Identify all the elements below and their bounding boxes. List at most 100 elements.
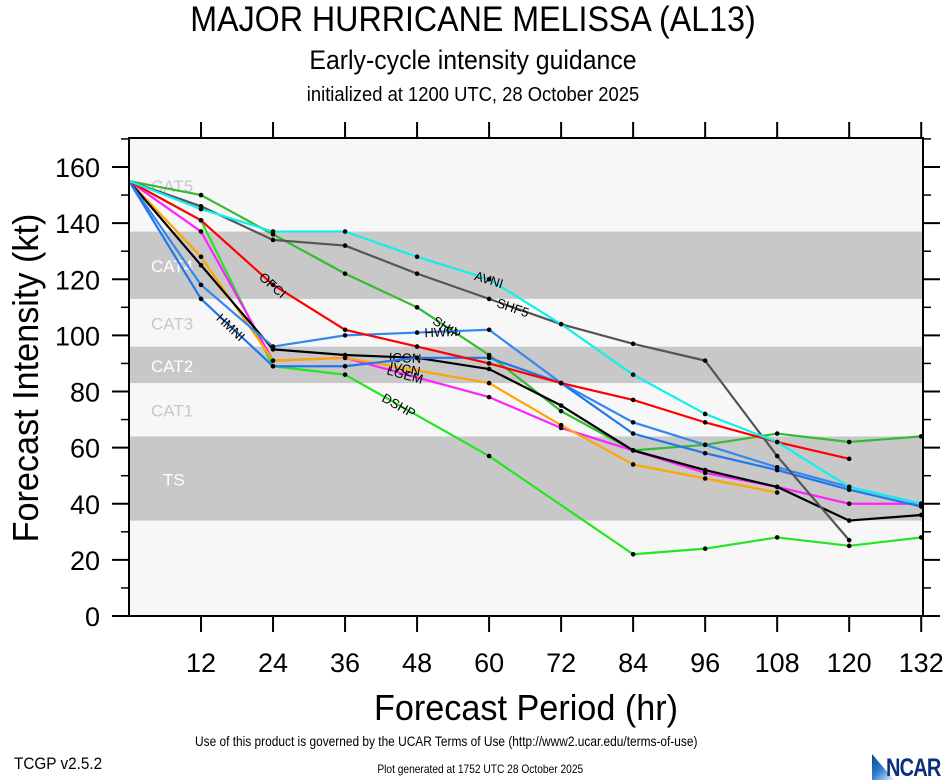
data-point	[414, 271, 420, 276]
data-point	[630, 420, 636, 425]
data-point	[702, 467, 708, 473]
y-tick-label: 60	[70, 434, 100, 464]
data-point	[630, 462, 636, 467]
data-point	[342, 352, 348, 358]
category-band	[129, 383, 923, 437]
category-band-label: CAT4	[151, 257, 193, 276]
data-point	[774, 439, 780, 445]
terms-of-use-text: Use of this product is governed by the U…	[195, 733, 698, 749]
data-point	[414, 330, 420, 335]
data-point	[486, 366, 492, 372]
data-point	[198, 218, 204, 223]
data-point	[414, 254, 420, 260]
x-tick-label: 108	[755, 648, 800, 678]
category-band-label: CAT3	[151, 315, 193, 334]
data-point	[486, 361, 492, 366]
data-point	[558, 422, 564, 428]
data-point	[630, 372, 636, 377]
data-point	[414, 344, 420, 349]
y-tick-label: 120	[55, 265, 100, 295]
data-point	[630, 448, 636, 453]
category-band	[129, 346, 923, 384]
y-tick-label: 140	[55, 209, 100, 239]
x-tick-label: 12	[186, 648, 216, 678]
x-tick-label: 48	[402, 648, 432, 678]
data-point	[486, 380, 492, 386]
data-point	[702, 546, 708, 551]
data-point	[702, 411, 708, 417]
data-point	[630, 551, 636, 557]
data-point	[774, 490, 780, 495]
data-point	[270, 229, 276, 234]
data-point	[198, 206, 204, 212]
series-label: ICON	[389, 350, 422, 366]
data-point	[342, 363, 348, 369]
y-tick-label: 80	[70, 378, 100, 408]
data-point	[846, 543, 852, 549]
series-line	[128, 180, 922, 556]
chart-title: MAJOR HURRICANE MELISSA (AL13)	[190, 0, 756, 39]
series-shf5: SHF5	[128, 179, 852, 543]
series-label: IVCN	[388, 359, 421, 379]
y-tick-label: 20	[70, 546, 100, 576]
ncar-logo: NCAR	[872, 752, 946, 782]
data-point	[198, 192, 204, 198]
data-point	[846, 501, 852, 507]
data-point	[198, 254, 204, 260]
data-point	[846, 537, 852, 543]
data-point	[702, 476, 708, 481]
chart-subtitle: Early-cycle intensity guidance	[309, 45, 637, 75]
data-point	[198, 296, 204, 302]
generated-timestamp: Plot generated at 1752 UTC 28 October 20…	[377, 762, 584, 776]
series-label: HWFI	[424, 324, 458, 340]
data-point	[774, 431, 780, 436]
x-tick-label: 120	[827, 648, 872, 678]
data-point	[198, 229, 204, 234]
data-point	[558, 408, 564, 414]
data-point	[342, 333, 348, 338]
data-point	[630, 341, 636, 347]
data-point	[342, 271, 348, 276]
data-point	[342, 229, 348, 234]
data-point	[558, 321, 564, 327]
data-point	[270, 358, 276, 363]
series-ivcn: IVCN	[128, 180, 780, 495]
data-point	[270, 282, 276, 288]
chart-init-time: initialized at 1200 UTC, 28 October 2025	[306, 84, 640, 106]
y-tick-label: 100	[55, 321, 100, 351]
data-point	[702, 358, 708, 363]
data-point	[270, 237, 276, 243]
series-line	[128, 180, 922, 505]
x-tick-label: 84	[618, 648, 648, 678]
data-point	[846, 484, 852, 490]
category-band-label: CAT2	[151, 357, 193, 376]
data-point	[702, 450, 708, 456]
x-tick-label: 132	[899, 648, 944, 678]
x-tick-label: 24	[258, 648, 288, 678]
data-point	[486, 327, 492, 333]
y-tick-label: 40	[70, 490, 100, 520]
data-point	[846, 518, 852, 523]
data-point	[486, 276, 492, 282]
data-point	[630, 431, 636, 436]
data-point	[414, 355, 420, 361]
category-band-label: CAT1	[151, 402, 193, 421]
data-point	[198, 262, 204, 268]
data-point	[342, 372, 348, 377]
category-band	[129, 231, 923, 299]
data-point	[486, 453, 492, 459]
data-point	[342, 327, 348, 333]
data-point	[558, 403, 564, 408]
x-tick-label: 72	[546, 648, 576, 678]
data-point	[702, 442, 708, 448]
data-point	[486, 296, 492, 302]
data-point	[414, 305, 420, 310]
data-point	[702, 420, 708, 425]
x-axis-label: Forecast Period (hr)	[374, 688, 678, 728]
category-band	[129, 138, 923, 232]
y-tick-label: 160	[55, 153, 100, 183]
data-point	[270, 344, 276, 349]
data-point	[774, 467, 780, 473]
data-point	[342, 243, 348, 248]
